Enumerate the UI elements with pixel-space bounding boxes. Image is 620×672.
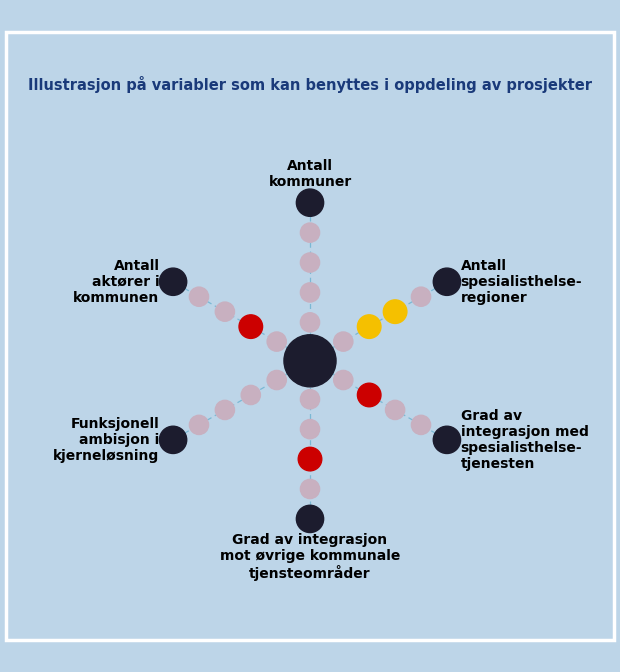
Circle shape <box>300 479 320 499</box>
Circle shape <box>241 385 260 405</box>
Circle shape <box>296 505 324 532</box>
Circle shape <box>300 223 320 242</box>
Text: Funksjonell
ambisjon i
kjerneløsning: Funksjonell ambisjon i kjerneløsning <box>53 417 159 463</box>
Circle shape <box>267 332 286 351</box>
Circle shape <box>334 332 353 351</box>
Circle shape <box>159 426 187 454</box>
Circle shape <box>383 300 407 323</box>
Circle shape <box>433 268 461 296</box>
Text: Antall
kommuner: Antall kommuner <box>268 159 352 189</box>
Circle shape <box>296 189 324 216</box>
Circle shape <box>300 253 320 272</box>
Circle shape <box>412 415 431 435</box>
Circle shape <box>300 312 320 332</box>
Circle shape <box>215 302 234 321</box>
Circle shape <box>334 370 353 390</box>
Circle shape <box>284 335 336 387</box>
Circle shape <box>300 283 320 302</box>
Circle shape <box>386 401 405 419</box>
Text: Antall
aktører i
kommunen: Antall aktører i kommunen <box>73 259 159 305</box>
Circle shape <box>357 383 381 407</box>
Circle shape <box>267 370 286 390</box>
Circle shape <box>357 315 381 339</box>
Text: Antall
spesialisthelse-
regioner: Antall spesialisthelse- regioner <box>461 259 582 305</box>
Text: Illustrasjon på variabler som kan benyttes i oppdeling av prosjekter: Illustrasjon på variabler som kan benytt… <box>28 76 592 93</box>
Circle shape <box>433 426 461 454</box>
Circle shape <box>189 287 208 306</box>
Circle shape <box>159 268 187 296</box>
Circle shape <box>239 315 263 339</box>
Text: Grad av integrasjon
mot øvrige kommunale
tjensteområder: Grad av integrasjon mot øvrige kommunale… <box>220 532 400 581</box>
Circle shape <box>215 401 234 419</box>
Circle shape <box>298 448 322 471</box>
Circle shape <box>189 415 208 435</box>
Circle shape <box>412 287 431 306</box>
Circle shape <box>300 419 320 439</box>
Text: Grad av
integrasjon med
spesialisthelse-
tjenesten: Grad av integrasjon med spesialisthelse-… <box>461 409 588 471</box>
Circle shape <box>300 390 320 409</box>
